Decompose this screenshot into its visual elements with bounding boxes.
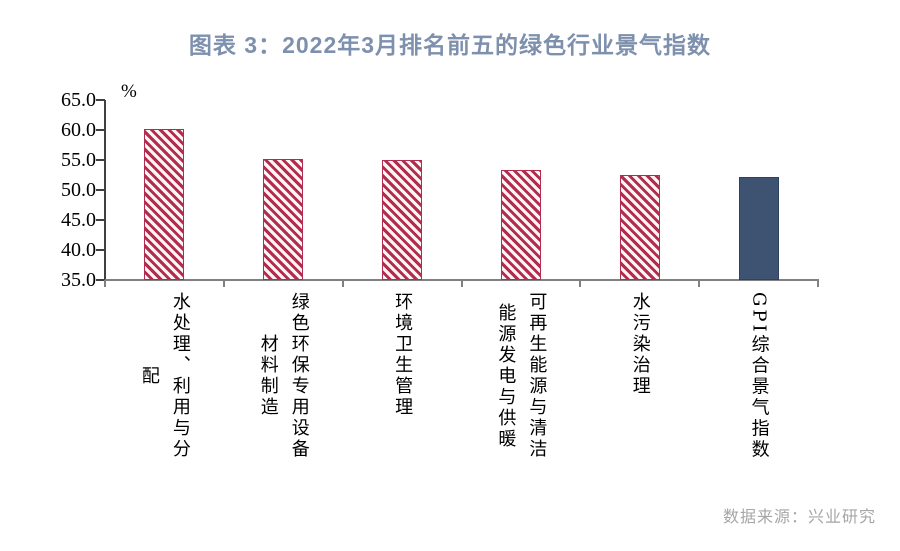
y-tick-mark	[96, 129, 105, 131]
y-tick-label: 65.0	[61, 89, 96, 111]
y-tick-label: 35.0	[61, 269, 96, 291]
category-label: 环境卫生管理	[389, 292, 415, 418]
y-tick-label: 40.0	[61, 239, 96, 261]
category-label-column: 可再生能源与清洁	[526, 292, 548, 460]
chart-bar	[144, 128, 185, 280]
chart-bar	[263, 159, 304, 280]
chart-bar	[738, 177, 779, 280]
category-label: GPI综合景气指数	[746, 292, 772, 461]
x-tick-mark	[698, 280, 701, 287]
category-label-column: 水污染治理	[629, 292, 651, 397]
chart-title: 图表 3：2022年3月排名前五的绿色行业景气指数	[188, 32, 712, 58]
y-tick-label: 55.0	[61, 149, 96, 171]
y-tick-mark	[96, 249, 105, 251]
category-label: 可再生能源与清洁 能源发电与供暖	[492, 292, 549, 460]
y-tick-mark	[96, 189, 105, 191]
category-label-column: 水处理、利用与分	[169, 292, 191, 460]
source-credit: 数据来源：兴业研究	[722, 509, 876, 526]
y-tick-label: 45.0	[61, 209, 96, 231]
y-axis-unit-label: %	[121, 81, 137, 102]
y-tick-mark	[96, 279, 105, 281]
y-tick-mark	[96, 219, 105, 221]
y-tick-label: 60.0	[61, 119, 96, 141]
x-tick-mark	[460, 280, 463, 287]
x-tick-mark	[817, 280, 819, 287]
y-tick-mark	[96, 99, 105, 101]
category-label-column: 环境卫生管理	[392, 292, 414, 418]
x-tick-mark	[222, 280, 225, 287]
y-tick-label: 50.0	[61, 179, 96, 201]
y-axis-line	[104, 100, 106, 280]
category-label-column: 配	[138, 365, 160, 387]
chart-bar	[619, 175, 660, 280]
category-label: 水污染治理	[627, 292, 653, 397]
category-label-column: GPI综合景气指数	[748, 292, 770, 461]
category-label: 水处理、利用与分配	[136, 292, 193, 460]
x-tick-mark	[579, 280, 582, 287]
chart-bar	[500, 170, 541, 280]
chart-bar	[382, 160, 423, 280]
y-tick-mark	[96, 159, 105, 161]
category-label-column: 能源发电与供暖	[495, 302, 517, 450]
category-label-column: 材料制造	[257, 334, 279, 418]
category-label: 绿色环保专用设备 材料制造	[255, 292, 312, 460]
category-label-column: 绿色环保专用设备	[288, 292, 310, 460]
x-tick-mark	[104, 280, 106, 287]
x-tick-mark	[341, 280, 344, 287]
